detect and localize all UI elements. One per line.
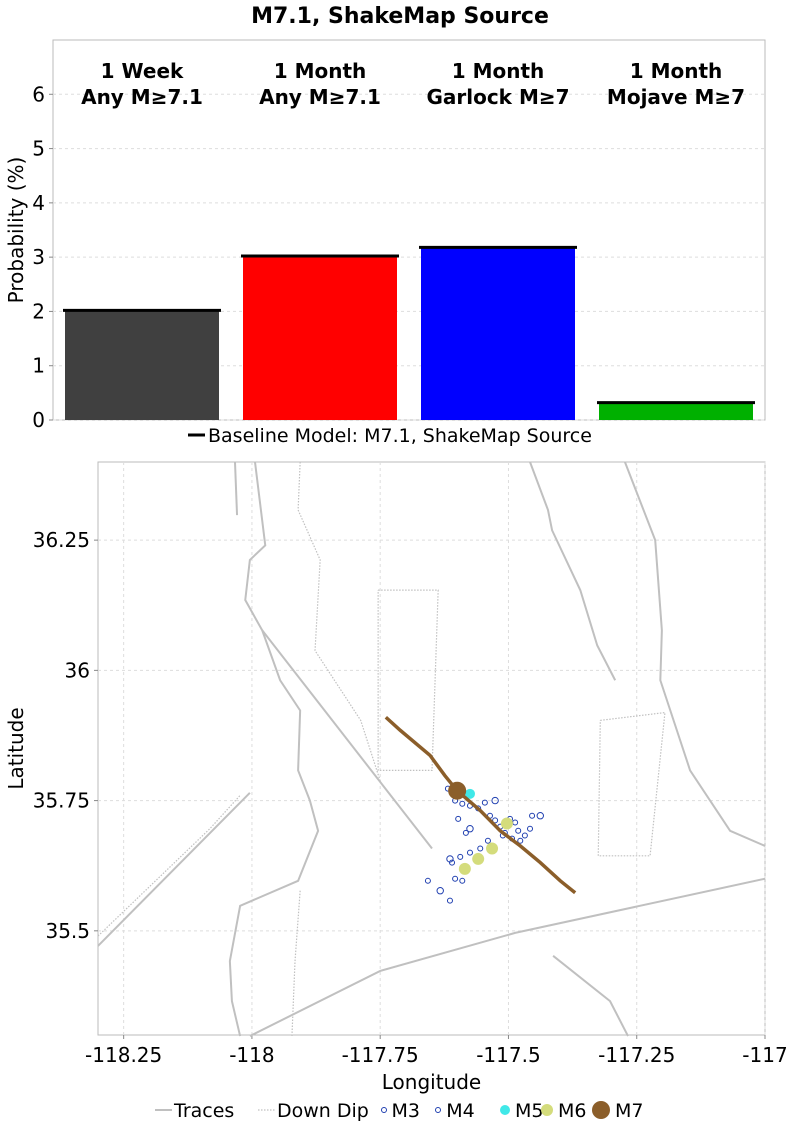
y-tick-label: 4: [32, 191, 45, 215]
y-tick-label: 5: [32, 137, 45, 161]
legend-label: Down Dip: [277, 1100, 369, 1122]
quake: [500, 817, 513, 830]
fault-trace: [529, 461, 617, 681]
legend-swatch: [381, 1107, 387, 1113]
category-label-line: 1 Month: [274, 59, 367, 83]
down-dip: [597, 711, 666, 857]
fault-trace: [249, 877, 766, 1037]
legend-label: Traces: [173, 1100, 234, 1122]
bar: [65, 310, 219, 420]
legend-label: M3: [392, 1100, 420, 1122]
x-tick-label: -117.5: [476, 1043, 540, 1067]
legend-swatch: [500, 1105, 510, 1115]
quake: [462, 829, 469, 836]
fault-trace: [261, 629, 433, 850]
legend-swatch: [435, 1107, 441, 1113]
quake: [448, 781, 467, 800]
y-tick-label: 2: [32, 299, 45, 323]
quake: [424, 877, 431, 884]
category-label-line: Garlock M≥7: [426, 85, 569, 109]
category-label-line: Any M≥7.1: [259, 85, 381, 109]
quake: [446, 897, 453, 904]
quake: [527, 825, 534, 832]
quake: [484, 837, 491, 844]
y-axis-label: Probability (%): [4, 157, 28, 304]
quake: [472, 852, 485, 865]
rupture-trace: [384, 715, 577, 895]
legend-label: M5: [515, 1100, 543, 1122]
y-tick-label: 36: [65, 658, 90, 682]
x-tick-label: -117: [742, 1043, 787, 1067]
legend-label: M7: [615, 1100, 643, 1122]
quake: [446, 855, 454, 863]
quake: [536, 811, 544, 820]
y-tick-label: 35.75: [33, 789, 90, 813]
category-label: 1 Week Any M≥7.1: [81, 59, 203, 109]
down-dip: [297, 461, 381, 781]
quake: [491, 796, 499, 805]
quake: [455, 815, 462, 822]
quake: [464, 788, 475, 799]
quake: [481, 799, 488, 806]
y-tick-label: 36.25: [33, 528, 90, 552]
chart-title: M7.1, ShakeMap Source: [251, 4, 549, 29]
x-tick-label: -117.75: [342, 1043, 419, 1067]
quake: [492, 817, 499, 824]
y-tick-label: 3: [32, 245, 45, 269]
y-tick-label: 0: [32, 408, 45, 432]
fault-trace: [552, 955, 629, 1037]
quake: [529, 812, 536, 819]
category-label-line: 1 Month: [630, 59, 723, 83]
y-tick-label: 35.5: [45, 919, 90, 943]
category-label: 1 Month Garlock M≥7: [426, 59, 569, 109]
down-dip: [377, 589, 439, 771]
legend-label: M6: [558, 1100, 586, 1122]
y-tick-label: 6: [32, 82, 45, 106]
legend-label: Baseline Model: M7.1, ShakeMap Source: [208, 425, 592, 447]
quake: [459, 877, 466, 884]
quake: [466, 849, 473, 856]
category-label-line: 1 Week: [101, 59, 184, 83]
quake: [459, 800, 466, 807]
y-axis-label: Latitude: [4, 707, 28, 789]
category-label-line: Any M≥7.1: [81, 85, 203, 109]
quake: [515, 827, 522, 834]
x-tick-label: -118.25: [85, 1043, 162, 1067]
legend-label: M4: [446, 1100, 474, 1122]
fault-trace: [228, 461, 320, 1037]
quake: [517, 837, 524, 844]
down-dip: [97, 794, 241, 937]
fault-trace: [97, 792, 251, 947]
legend-swatch: [592, 1101, 610, 1119]
quake: [452, 875, 459, 882]
category-label-line: 1 Month: [452, 59, 545, 83]
quake: [436, 887, 444, 895]
category-label-line: Mojave M≥7: [607, 85, 745, 109]
x-tick-label: -117.25: [598, 1043, 675, 1067]
plot-area: [97, 461, 766, 1036]
quake: [477, 845, 484, 852]
bar: [243, 256, 397, 420]
fault-trace: [233, 461, 239, 516]
quake: [521, 832, 528, 839]
y-tick-label: 1: [32, 354, 45, 378]
legend-swatch: [541, 1104, 553, 1116]
quake: [457, 853, 464, 860]
bar: [421, 247, 575, 420]
quake: [458, 862, 471, 875]
x-axis-label: Longitude: [382, 1070, 481, 1094]
bar: [599, 402, 753, 420]
quake: [486, 842, 499, 855]
fault-trace: [623, 461, 766, 847]
x-tick-label: -118: [229, 1043, 274, 1067]
category-label: 1 Month Any M≥7.1: [259, 59, 381, 109]
down-dip: [291, 890, 301, 1037]
category-label: 1 Month Mojave M≥7: [607, 59, 745, 109]
quake: [466, 825, 474, 833]
